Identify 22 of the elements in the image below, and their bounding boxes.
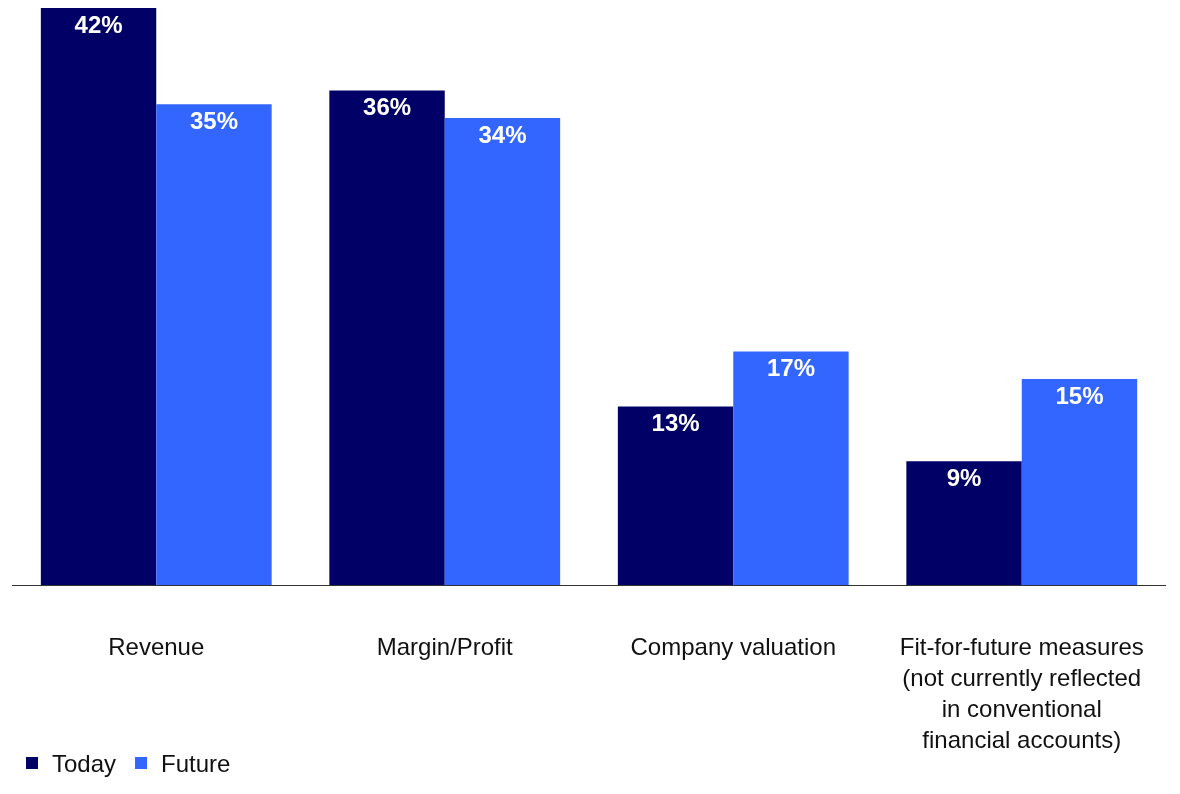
data-label: 42% xyxy=(74,11,123,38)
data-label: 15% xyxy=(1055,381,1104,409)
data-label: 13% xyxy=(651,409,700,437)
data-label: 17% xyxy=(766,354,815,382)
legend-label: Today xyxy=(52,750,117,778)
x-tick-label: Company valuation xyxy=(630,632,836,660)
bar xyxy=(444,117,561,585)
x-tick-label: Margin/Profit xyxy=(376,632,514,660)
data-label: 34% xyxy=(478,120,527,148)
bar xyxy=(906,461,1022,585)
x-tick-label: Fit-for-future measures (not currently reflected in conventional financial accounts) xyxy=(899,632,1144,754)
legend-label: Future xyxy=(161,750,231,778)
bar xyxy=(156,104,272,585)
data-label: 35% xyxy=(189,107,238,135)
bar xyxy=(733,351,849,585)
x-tick-label: Revenue xyxy=(108,632,205,660)
data-label: 36% xyxy=(363,93,412,121)
bar xyxy=(329,90,445,585)
bar xyxy=(40,8,157,585)
data-label: 9% xyxy=(946,464,982,492)
bar xyxy=(1021,378,1138,585)
bar xyxy=(617,406,734,585)
